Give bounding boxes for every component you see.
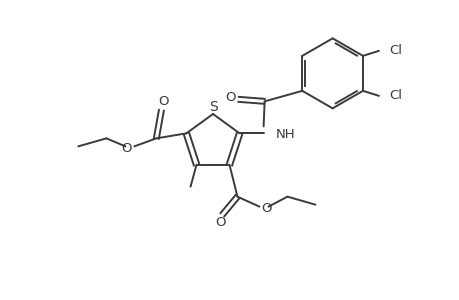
Text: O: O (225, 91, 235, 104)
Text: O: O (121, 142, 131, 155)
Text: O: O (261, 202, 271, 215)
Text: O: O (215, 216, 225, 229)
Text: NH: NH (275, 128, 295, 141)
Text: O: O (158, 95, 168, 108)
Text: S: S (209, 100, 218, 114)
Text: Cl: Cl (388, 89, 401, 102)
Text: Cl: Cl (388, 44, 401, 57)
